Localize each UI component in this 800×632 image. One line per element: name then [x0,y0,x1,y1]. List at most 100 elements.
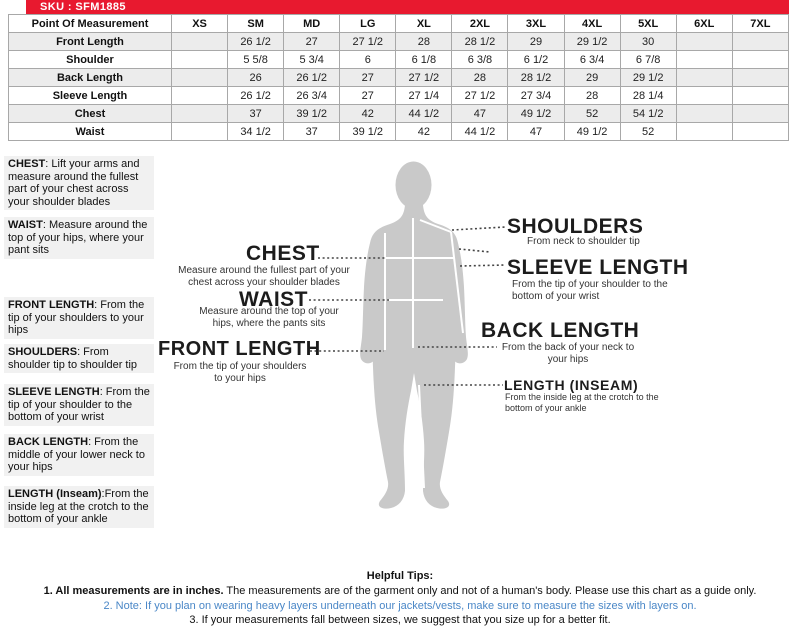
table-row: Shoulder 5 5/8 5 3/4 6 6 1/8 6 3/8 6 1/2 6 3/4 6… [8,50,790,69]
table-row: Chest 37 39 1/2 42 44 1/2 47 49 1/2 52 54 1/2 [8,104,790,123]
diagram-desc-front-length: From the tip of your shoulders to your h… [173,361,307,384]
diagram-desc-waist: Measure around the top of your hips, whe… [199,306,339,329]
measurement-cell: 29 [563,68,621,87]
measurement-cell: 34 1/2 [227,122,285,141]
measurement-cell: 26 1/2 [227,32,285,51]
diagram-desc-chest: Measure around the fullest part of your … [178,265,350,288]
measurement-cell: 27 3/4 [507,86,565,105]
row-label: Sleeve Length [8,86,172,105]
note-label: CHEST [8,158,46,170]
measurement-cell: 42 [395,122,453,141]
measurement-cell: 54 1/2 [619,104,677,123]
row-label: Back Length [8,68,172,87]
column-header-size: 5XL [619,14,677,33]
measurement-cell [731,122,790,141]
measurement-cell [170,122,229,141]
measurement-cell: 42 [339,104,397,123]
table-header-row: Point Of Measurement XS SM MD LG XL 2XL 3XL 4XL 5… [8,14,790,33]
helpful-tips: Helpful Tips: 1. All measurements are in… [0,570,800,629]
measurement-note: WAIST: Measure around the top of your hi… [4,217,154,259]
column-header-size: LG [339,14,397,33]
column-header-size: SM [227,14,285,33]
column-header-size: 7XL [731,14,790,33]
tip-item: 1. All measurements are in inches. The m… [43,585,757,597]
note-label: FRONT LENGTH [8,299,95,311]
sku-label: SKU : SFM1885 [40,1,126,13]
diagram-desc-back-length: From the back of your neck to your hips [501,342,635,365]
diagram-label-sleeve-length: SLEEVE LENGTH [507,256,689,279]
sleeve-stub-connector [458,248,491,253]
column-header-size: 2XL [451,14,509,33]
diagram-label-shoulders: SHOULDERS [507,215,644,238]
column-header-size: 3XL [507,14,565,33]
diagram-label-chest: CHEST [246,242,320,265]
measurement-note: LENGTH (Inseam):From the inside leg at t… [4,486,154,528]
measurement-note: FRONT LENGTH: From the tip of your shoul… [4,297,154,339]
column-header-point-of-measurement: Point Of Measurement [8,14,172,33]
diagram-desc-sleeve-length: From the tip of your shoulder to the bot… [512,279,668,302]
table-row: Waist 34 1/2 37 39 1/2 42 44 1/2 47 49 1/2 52 [8,122,790,141]
column-header-size: 4XL [563,14,621,33]
head-shape [395,161,432,209]
row-label: Chest [8,104,172,123]
table-row: Front Length 26 1/2 27 27 1/2 28 28 1/2 29 29 1… [8,32,790,51]
measurement-cell: 6 7/8 [619,50,677,69]
note-label: BACK LENGTH [8,436,89,448]
measurement-cell [731,32,790,51]
measurement-cell [170,104,229,123]
diagram-label-front-length: FRONT LENGTH [158,338,321,360]
measurement-cell: 28 1/2 [451,32,509,51]
diagram-label-back-length: BACK LENGTH [481,319,640,342]
measurement-cell: 47 [451,104,509,123]
measurement-cell: 27 1/2 [395,68,453,87]
column-header-size: XL [395,14,453,33]
tip-item: 2. Note: If you plan on wearing heavy la… [103,599,697,612]
measurement-cell: 29 1/2 [563,32,621,51]
measurement-cell: 5 3/4 [283,50,341,69]
table-row: Back Length 26 26 1/2 27 27 1/2 28 28 1/2 29 29 … [8,68,790,87]
note-label: SLEEVE LENGTH [8,386,100,398]
measurement-cell [731,86,790,105]
shoulder-line [419,219,452,233]
measurement-cell: 47 [507,122,565,141]
connector-lines [309,226,507,386]
measurement-cell: 37 [283,122,341,141]
measurement-cell: 27 [339,68,397,87]
helpful-tips-title: Helpful Tips: [366,570,434,582]
measurement-cell: 29 [507,32,565,51]
measurement-note: SHOULDERS: From shoulder tip to shoulder… [4,344,154,373]
shoulders-connector [451,226,507,231]
measurement-cell: 28 1/4 [619,86,677,105]
measurement-cell: 26 3/4 [283,86,341,105]
body-silhouette [360,161,468,509]
measurement-cell: 28 [451,68,509,87]
table-row: Sleeve Length 26 1/2 26 3/4 27 27 1/4 27 1/2 2… [8,86,790,105]
note-label: LENGTH (Inseam) [8,488,102,500]
diagram-label-waist: WAIST [239,288,308,311]
row-label: Front Length [8,32,172,51]
sleeve-line [450,231,464,334]
measurement-cell: 26 [227,68,285,87]
note-label: SHOULDERS [8,346,78,358]
measurement-cell: 49 1/2 [563,122,621,141]
column-header-size: 6XL [675,14,733,33]
measurement-cell: 44 1/2 [451,122,509,141]
diagram-desc-shoulders: From neck to shoulder tip [527,236,640,247]
diagram-label-length-inseam: LENGTH (INSEAM) [504,377,639,393]
measurement-cell: 37 [227,104,285,123]
body-shape [360,205,468,509]
measurement-cell [170,50,229,69]
measurement-cell: 29 1/2 [619,68,677,87]
measurement-cell: 27 1/2 [339,32,397,51]
sku-bar: SKU : SFM1885 [26,0,789,14]
measurement-note: CHEST: Lift your arms and measure around… [4,156,154,210]
measurement-cell: 6 3/4 [563,50,621,69]
measurement-lines [384,218,464,489]
note-label: WAIST [8,219,43,231]
measurement-cell: 27 1/2 [451,86,509,105]
measurement-cell: 6 1/2 [507,50,565,69]
measurement-cell: 52 [563,104,621,123]
measurement-cell [675,104,733,123]
row-label: Waist [8,122,172,141]
measurement-cell: 6 3/8 [451,50,509,69]
